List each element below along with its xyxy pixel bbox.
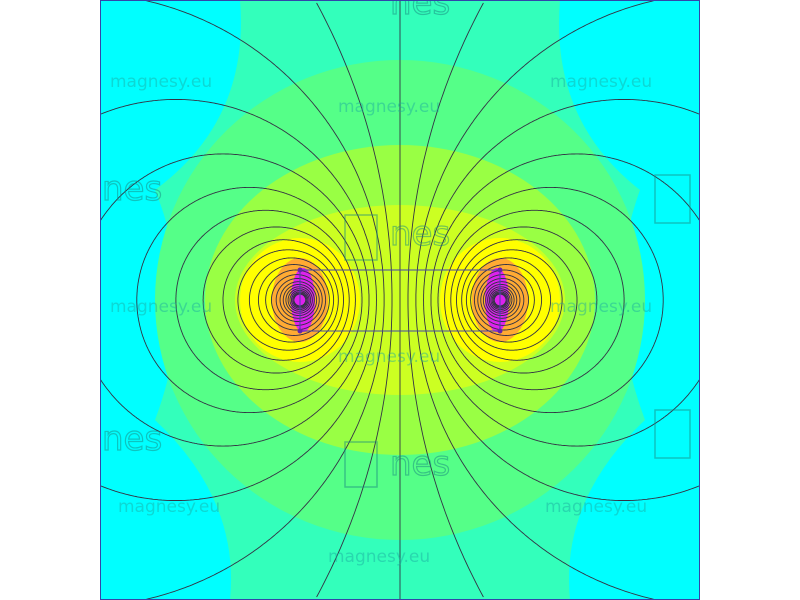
field-line xyxy=(465,257,552,343)
field-line xyxy=(437,186,664,414)
field-line xyxy=(470,264,543,336)
field-line xyxy=(237,249,339,351)
watermark-logo: nes xyxy=(390,214,450,254)
watermark-text: magnesy.eu xyxy=(338,97,440,117)
field-line xyxy=(100,99,377,301)
watermark-logo-mark xyxy=(344,441,378,488)
pole-left xyxy=(291,268,315,332)
field-line xyxy=(423,99,700,501)
field-line xyxy=(248,257,335,343)
field-line xyxy=(490,289,511,311)
field-line xyxy=(493,293,507,307)
field-line xyxy=(270,274,323,326)
magnetic-field-plot: magnesy.eu magnesy.eu magnesy.eu magnesy… xyxy=(100,0,700,600)
field-line xyxy=(407,2,484,598)
magnet-corners xyxy=(297,267,503,334)
field-line xyxy=(480,278,525,322)
field-line xyxy=(265,269,327,331)
watermark-text: magnesy.eu xyxy=(545,497,647,517)
magnet-outline xyxy=(299,269,501,332)
watermark-text: magnesy.eu xyxy=(338,347,440,367)
field-line xyxy=(461,249,563,351)
watermark-text: magnesy.eu xyxy=(118,497,220,517)
field-line xyxy=(477,274,530,326)
watermark-logo-mark xyxy=(344,214,378,261)
field-line xyxy=(292,292,308,308)
field-line xyxy=(485,283,518,317)
watermark-logo-mark xyxy=(654,174,691,224)
field-line xyxy=(444,209,625,391)
field-line xyxy=(491,291,509,309)
field-line xyxy=(450,226,598,374)
field-line xyxy=(492,292,508,308)
field-line xyxy=(175,209,356,391)
field-line xyxy=(473,269,535,331)
field-line xyxy=(482,281,521,319)
watermark-text: magnesy.eu xyxy=(110,297,212,317)
field-line xyxy=(291,291,309,309)
field-line xyxy=(285,286,313,314)
watermark-text: magnesy.eu xyxy=(328,547,430,567)
pole-right xyxy=(485,268,509,332)
field-lines xyxy=(100,0,700,600)
field-line xyxy=(487,286,515,314)
watermark-text: magnesy.eu xyxy=(550,72,652,92)
watermark-text: magnesy.eu xyxy=(110,72,212,92)
field-line xyxy=(100,299,377,501)
watermark-logo: nes xyxy=(390,444,450,484)
field-line xyxy=(222,239,344,361)
field-line xyxy=(316,2,393,300)
watermarks: magnesy.eu magnesy.eu magnesy.eu magnesy… xyxy=(101,0,691,567)
field-line xyxy=(316,300,393,598)
field-line xyxy=(415,0,657,600)
field-line xyxy=(293,293,307,307)
field-line xyxy=(100,300,370,447)
watermark-logo: nes xyxy=(102,169,162,209)
field-line xyxy=(430,153,700,447)
field-line xyxy=(456,239,578,361)
field-line xyxy=(279,281,318,319)
field-line xyxy=(100,153,370,300)
field-line xyxy=(282,283,315,317)
field-line xyxy=(289,289,310,311)
field-line xyxy=(202,226,350,374)
watermark-logo: nes xyxy=(102,419,162,459)
watermark-logo: nes xyxy=(390,0,450,23)
field-line xyxy=(287,288,312,312)
watermark-logo-mark xyxy=(654,409,691,459)
watermark-text: magnesy.eu xyxy=(550,297,652,317)
field-line xyxy=(143,300,385,600)
field-line xyxy=(488,288,513,312)
field-line xyxy=(275,278,320,322)
field-line xyxy=(136,186,363,414)
